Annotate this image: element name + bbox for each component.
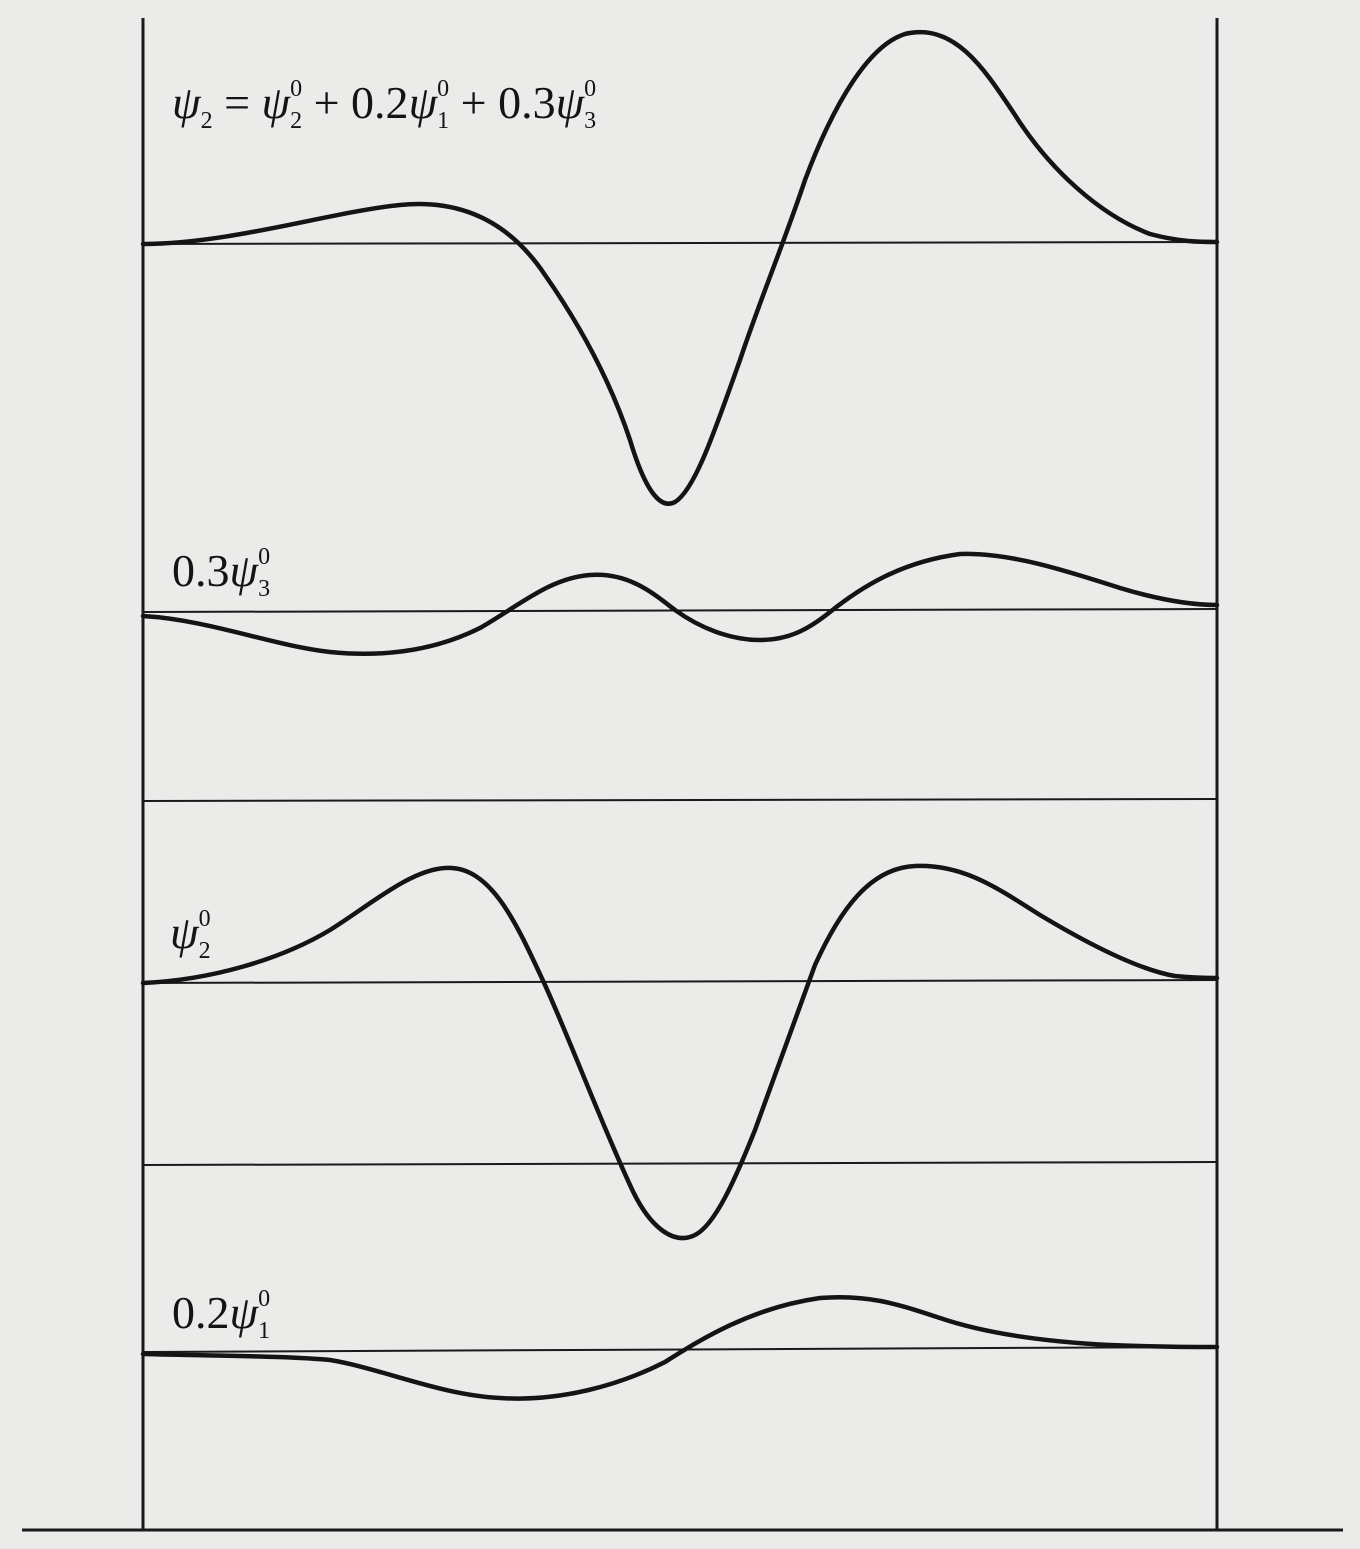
label-text: 0.3	[172, 545, 230, 596]
label-text: =	[212, 77, 262, 128]
psi1-scaled-label: 0.2ψ01	[172, 1286, 271, 1344]
separator-line	[142, 798, 1218, 802]
psi2-label: ψ02	[170, 906, 211, 964]
psi-symbol: ψ	[172, 77, 201, 128]
psi-symbol: ψ	[229, 1287, 259, 1338]
psi-symbol: ψ	[229, 545, 259, 596]
subscript: 2	[200, 108, 213, 134]
label-text: 0.2	[172, 1287, 230, 1338]
subscript: 3	[584, 108, 597, 134]
label-text: + 0.2	[302, 77, 409, 128]
sum-curve	[140, 30, 1220, 506]
sum-label: ψ2 = ψ02 + 0.2ψ01 + 0.3ψ03	[172, 76, 597, 134]
psi3-zero-line	[142, 608, 1218, 613]
psi-symbol: ψ	[408, 77, 438, 128]
subscript: 2	[198, 938, 211, 964]
psi1-scaled-curve	[140, 1294, 1220, 1401]
psi-symbol: ψ	[555, 77, 585, 128]
psi1-zero-line	[142, 1346, 1218, 1353]
psi3-scaled-label: 0.3ψ03	[172, 544, 271, 602]
psi2-zero-line	[142, 979, 1218, 984]
psi-symbol: ψ	[170, 907, 199, 958]
subscript: 2	[290, 108, 303, 134]
psi2-lower-guide-line	[142, 1161, 1218, 1166]
psi2-curve	[140, 863, 1220, 1241]
subscript: 1	[437, 108, 450, 134]
label-text: + 0.3	[449, 77, 556, 128]
psi3-scaled-curve	[140, 551, 1220, 656]
psi-symbol: ψ	[261, 77, 291, 128]
subscript: 1	[258, 1318, 271, 1344]
subscript: 3	[258, 576, 271, 602]
sum-zero-line	[142, 241, 1218, 245]
